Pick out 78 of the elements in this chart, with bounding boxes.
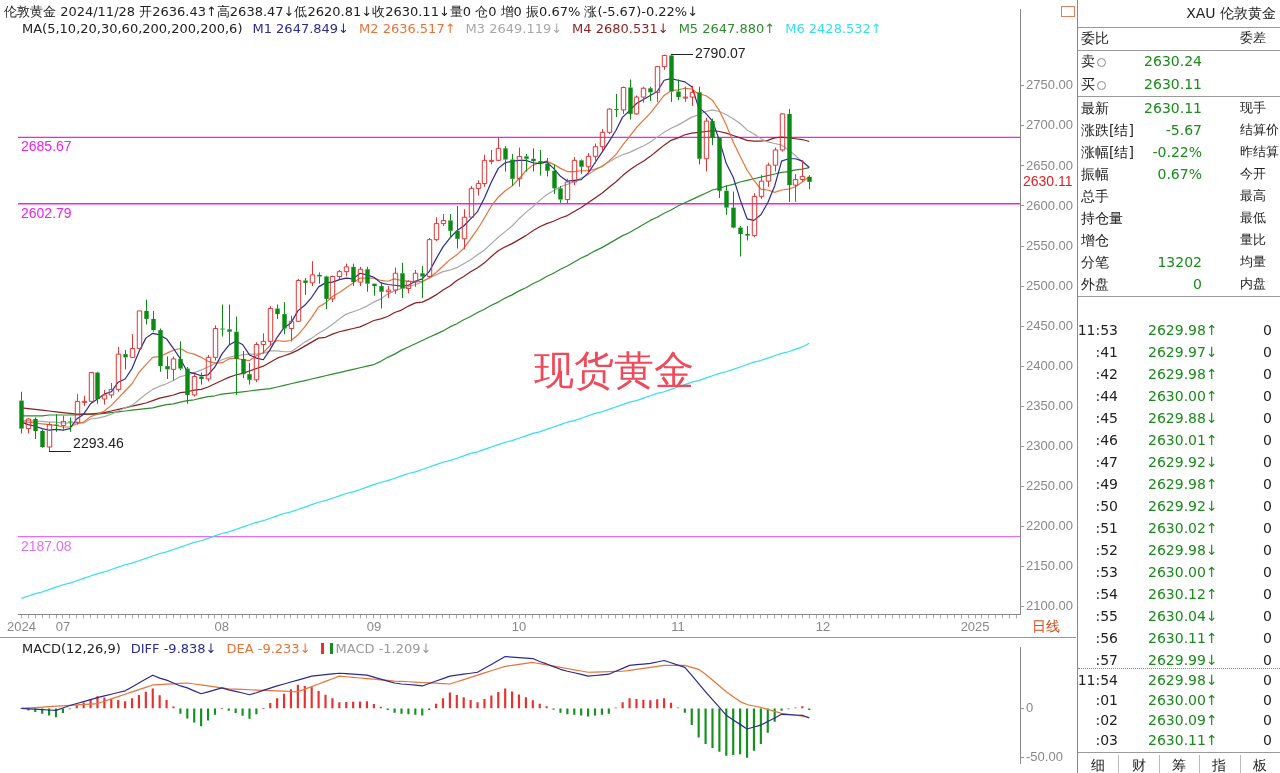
text: :54 2630.12↑ 0 bbox=[1095, 586, 1272, 602]
y-tick-label: 2100.00 bbox=[1026, 597, 1073, 613]
text: :42 2629.98↑ 0 bbox=[1095, 366, 1272, 382]
text: 2630.11 bbox=[1023, 172, 1073, 189]
text: 细 财 筹 指 板 bbox=[1091, 757, 1267, 773]
y-tick-label: 2400.00 bbox=[1026, 357, 1073, 373]
text: :03 2630.11↑ 0 bbox=[1095, 732, 1272, 748]
y-tick-label: 2200.00 bbox=[1026, 517, 1073, 533]
text: 分笔 13202 均量 bbox=[1081, 254, 1266, 270]
y-tick-label: 2300.00 bbox=[1026, 437, 1073, 453]
text: M6 2428.532↑ bbox=[785, 21, 882, 36]
text: :52 2629.98↓ 0 bbox=[1095, 542, 1272, 558]
x-tick-label: 08 bbox=[214, 618, 230, 634]
text: 最新 2630.11 现手 bbox=[1081, 100, 1266, 116]
legend-label: MACD -1.209↓ bbox=[335, 641, 432, 656]
y-tick-label: 2600.00 bbox=[1026, 197, 1073, 213]
text: :02 2630.09↑ 0 bbox=[1095, 712, 1272, 728]
y-tick-label: 2350.00 bbox=[1026, 397, 1073, 413]
y-tick-label: 2700.00 bbox=[1026, 117, 1073, 133]
x-tick-label: 12 bbox=[815, 618, 831, 634]
text: :57 2629.99↓ 0 bbox=[1095, 652, 1272, 668]
annotation: 2790.07 bbox=[695, 44, 746, 61]
text: 11:53 2629.98↑ 0 bbox=[1077, 322, 1272, 338]
text: :50 2629.92↓ 0 bbox=[1095, 498, 1272, 514]
y-tick-label: 2750.00 bbox=[1026, 77, 1073, 93]
x-tick-label: 2025 bbox=[960, 618, 990, 634]
text: 外盘 0 内盘 bbox=[1081, 276, 1266, 292]
text: 涨跌[结] -5.67 结算价 bbox=[1081, 122, 1279, 138]
y-tick-label: 2450.00 bbox=[1026, 317, 1073, 333]
text: :44 2630.00↑ 0 bbox=[1095, 388, 1272, 404]
annotation: 现货黄金 bbox=[534, 347, 695, 392]
text: M2 2636.517↑ bbox=[359, 21, 456, 36]
text: 增仓 量比 bbox=[1081, 232, 1266, 248]
y-tick-label: 2500.00 bbox=[1026, 277, 1073, 293]
x-tick-label: 2024 bbox=[6, 618, 36, 634]
text: DIFF -9.838↓ bbox=[130, 641, 217, 656]
text: DEA -9.233↓ bbox=[226, 641, 311, 656]
text: :47 2629.92↓ 0 bbox=[1095, 454, 1272, 470]
text: :56 2630.11↑ 0 bbox=[1095, 630, 1272, 646]
text: :51 2630.02↑ 0 bbox=[1095, 520, 1272, 536]
text: 卖 2630.24 bbox=[1081, 53, 1202, 69]
text: :55 2630.04↓ 0 bbox=[1095, 608, 1272, 624]
text: :41 2629.97↓ 0 bbox=[1095, 344, 1272, 360]
text: :45 2629.88↓ 0 bbox=[1095, 410, 1272, 426]
text: 持仓量 最低 bbox=[1081, 210, 1266, 226]
text: M4 2680.531↓ bbox=[572, 21, 669, 36]
text: 买 2630.11 bbox=[1081, 76, 1202, 92]
text: M3 2649.119↓ bbox=[465, 21, 563, 36]
text: 日线 bbox=[1032, 617, 1060, 634]
ref-line-label: 2602.79 bbox=[21, 204, 72, 221]
y-tick-label: 2650.00 bbox=[1026, 157, 1073, 173]
text: 委比 委差 bbox=[1081, 30, 1266, 46]
y-tick-label: 2150.00 bbox=[1026, 557, 1073, 573]
y-tick-label: 2250.00 bbox=[1026, 477, 1073, 493]
legend-title: MACD(12,26,9) bbox=[22, 641, 121, 656]
text: M5 2647.880↑ bbox=[678, 21, 776, 36]
text: :01 2630.00↑ 0 bbox=[1095, 692, 1272, 708]
text: 11:54 2629.98↓ 0 bbox=[1077, 672, 1272, 688]
y-tick-label: 2550.00 bbox=[1026, 237, 1073, 253]
x-tick-label: 10 bbox=[511, 618, 527, 634]
text: M1 2647.849↓ bbox=[252, 21, 350, 36]
chart-title: 伦敦黄金 2024/11/28 开2636.43↑高2638.47↓低2620.81↓收2630.11↓量0 仓0 增0 振0.67% 涨(-5.67)-0.22%↓ bbox=[4, 3, 699, 21]
annotation: 2293.46 bbox=[73, 435, 124, 452]
ref-line-label: 2685.67 bbox=[21, 138, 72, 155]
x-tick-label: 09 bbox=[366, 618, 382, 634]
x-tick-label: 11 bbox=[671, 618, 685, 634]
ref-line-label: 2187.08 bbox=[21, 537, 72, 554]
text: :46 2630.01↑ 0 bbox=[1095, 432, 1272, 448]
y-tick-label: 0 bbox=[1026, 700, 1034, 716]
text: :53 2630.00↑ 0 bbox=[1095, 564, 1272, 580]
y-tick-label: -50.00 bbox=[1026, 748, 1063, 764]
x-tick-label: 07 bbox=[55, 618, 71, 634]
text: :49 2629.98↑ 0 bbox=[1095, 476, 1272, 492]
legend-title: MA(5,10,20,30,60,200,200,200,6) bbox=[22, 21, 243, 36]
text: 总手 最高 bbox=[1081, 188, 1266, 204]
text: 涨幅[结] -0.22% 昨结算 bbox=[1081, 144, 1279, 160]
text: 振幅 0.67% 今开 bbox=[1081, 166, 1266, 182]
text: XAU 伦敦黄金 bbox=[1186, 4, 1276, 23]
